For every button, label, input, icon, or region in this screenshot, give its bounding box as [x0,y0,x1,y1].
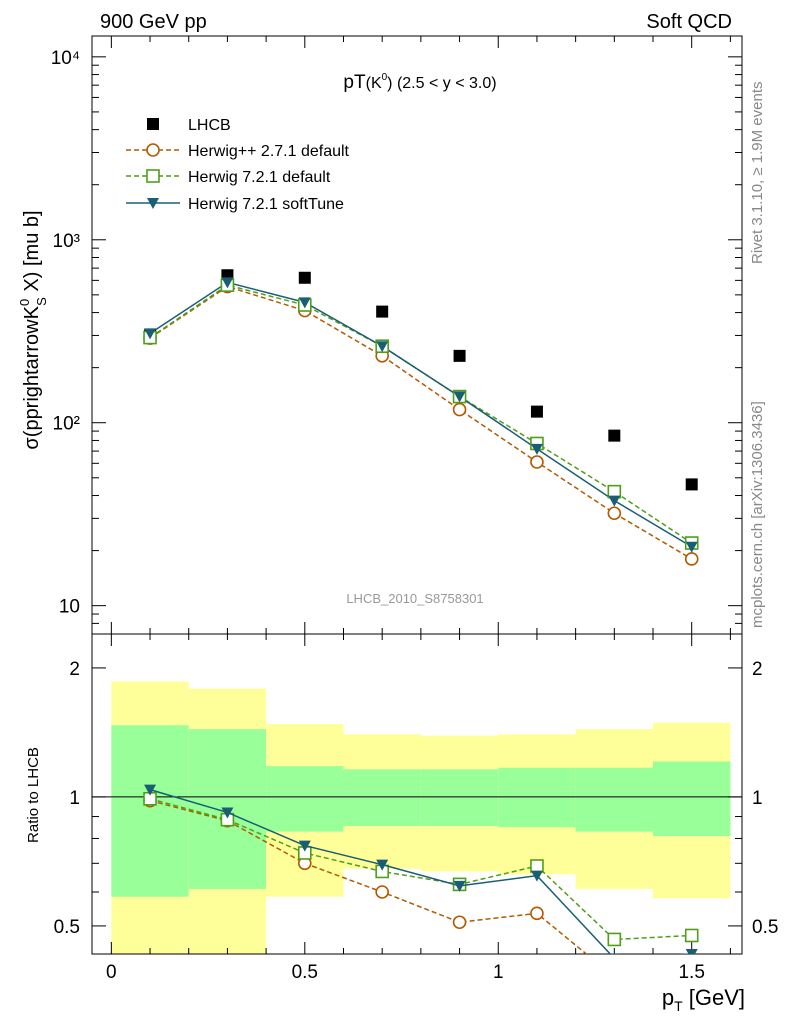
data-point [608,495,621,507]
main-ylabel: σ(pprightarrowK0 S X) [mu b] [17,210,49,449]
data-point [530,455,544,469]
x-tick-label: 1 [493,962,504,983]
data-point [376,341,389,353]
data-point [453,349,466,362]
ratio-point [376,859,389,871]
ratio-point [298,840,311,852]
data-point [298,297,311,309]
side-label-upper: Rivet 3.1.10, ≥ 1.9M events [749,82,766,265]
inner-band-5 [498,767,576,828]
data-point [376,305,389,318]
data-point [685,478,698,491]
ratio-point [530,906,544,921]
legend-label: Herwig 7.2.1 softTune [188,196,344,213]
side-label-lower: mcplots.cern.ch [arXiv:1306.3436] [749,401,766,628]
x-tick-label: 0.5 [292,962,318,983]
watermark: LHCB_2010_S8758301 [346,591,483,606]
main-title-tail: ) (2.5 < y < 3.0) [387,75,496,92]
data-point [607,506,622,521]
y-tick-label: 10² [53,414,80,435]
ratio-point [452,915,467,930]
data-point [452,402,467,417]
series-line [149,284,693,544]
data-point [453,391,466,403]
ratio-point [684,928,699,943]
ratio-point [144,784,157,796]
ratio-point [608,953,621,954]
legend-label: Herwig++ 2.7.1 default [188,143,350,160]
series-line [149,281,693,548]
y-tick-label: 10⁴ [51,48,80,69]
ratio-ylabel: Ratio to LHCB [25,747,42,843]
ratio-point [530,870,543,882]
data-point [608,429,621,442]
data-point [530,405,543,418]
ratio-y-tick-label: 1 [69,788,80,809]
main-title: pT(K0) (2.5 < y < 3.0) [343,72,496,93]
ratio-y-tick-label-right: 2 [752,659,763,680]
xlabel: pT [GeV] [662,985,745,1014]
legend-marker [147,198,159,209]
inner-band-7 [653,761,731,837]
main-title-sub: (K [366,75,382,92]
ratio-line [149,798,692,941]
data-point [221,277,234,289]
ratio-point [221,807,234,819]
ratio-point [375,885,389,899]
ratio-line [149,799,588,954]
legend-label: LHCB [188,117,231,134]
ratio-point [530,859,544,873]
legend-marker [147,118,159,130]
y-tick-label: 10³ [53,231,80,252]
legend-marker [146,169,160,183]
series-line [149,285,693,560]
header-left: 900 GeV pp [100,11,207,33]
ratio-point [608,971,620,983]
legend: LHCB Herwig++ 2.7.1 default Herwig 7.2.1 d… [126,117,350,213]
inner-band-4 [420,769,499,827]
x-tick-label: 0 [106,962,117,983]
data-point [685,541,698,553]
legend-label: Herwig 7.2.1 default [188,169,331,186]
header-right: Soft QCD [646,11,732,33]
main-series [143,269,699,566]
inner-band-0 [111,725,189,897]
ratio-bands [111,681,731,954]
inner-band-3 [343,769,421,827]
ratio-point [607,932,622,947]
ratio-line [149,788,692,954]
y-tick-label: 10 [59,597,80,618]
ratio-series [143,784,699,983]
data-point [684,552,699,566]
ratio-y-tick-label: 2 [69,659,80,680]
data-point [530,443,543,455]
ratio-point [453,880,466,892]
ratio-y-tick-label-right: 0.5 [752,917,778,938]
x-tick-label: 1.5 [678,962,704,983]
main-title-sup: 0 [382,72,388,83]
ratio-y-tick-label-right: 1 [752,788,763,809]
legend-marker [146,143,160,157]
ratio-point [685,949,698,954]
ratio-y-tick-label: 0.5 [54,917,80,938]
ratio-frame [91,633,743,955]
data-point [298,271,311,284]
inner-band-6 [575,767,654,832]
inner-band-2 [266,766,344,832]
data-point [144,328,157,340]
main-title-main: pT [343,72,366,93]
